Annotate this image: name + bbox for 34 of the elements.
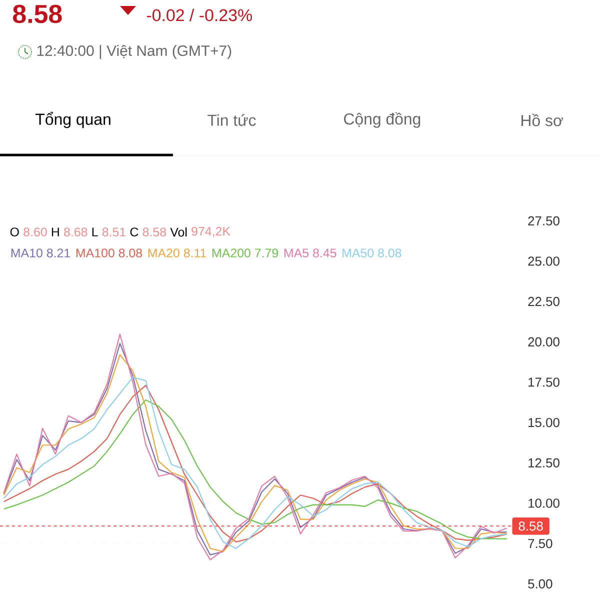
annotation: L [92,228,98,236]
annotation: C [130,228,138,236]
chart-title: 8.58 [13,4,62,24]
text: MA10 8.21 [11,248,70,258]
y-tick-label: 15.00 [528,418,560,428]
annotation: 8.51 [102,228,126,236]
text: 12:40:00 | Việt Nam (GMT+7) [37,44,232,60]
y-tick-label: 17.50 [528,378,560,387]
annotation: H [52,228,59,236]
text: MA200 7.79 [212,248,278,258]
text: MA50 8.08 [342,248,402,258]
annotation: 8.68 [64,228,88,236]
y-tick-label: 5.00 [528,579,552,588]
chart-subtitle: -0.02 / -0.23% [146,8,252,22]
text: MA20 8.11 [148,248,206,258]
y-tick-label: 10.00 [528,498,560,508]
y-tick-label: 22.50 [528,296,560,306]
annotation: 8.60 [24,228,47,236]
text: MA5 8.45 [284,248,336,258]
y-tick-label: 20.00 [528,337,560,346]
annotation: 974,2K [192,226,230,238]
text: Cộng đồng [344,112,420,128]
y-tick-label: 25.00 [528,256,560,266]
annotation: 8.58 [142,228,166,236]
y-tick-label: 27.50 [528,216,560,226]
text: Hồ sơ [522,114,563,126]
text: MA100 8.08 [76,248,142,258]
y-tick-label: 7.50 [528,538,552,548]
annotation: Vol [170,227,187,237]
y-tick-label: 12.50 [528,458,560,468]
text: Tổng quan [36,112,110,128]
text: Tin tức [208,114,256,126]
annotation: O [10,228,19,236]
ref-line-label: 8.58 [518,522,543,531]
